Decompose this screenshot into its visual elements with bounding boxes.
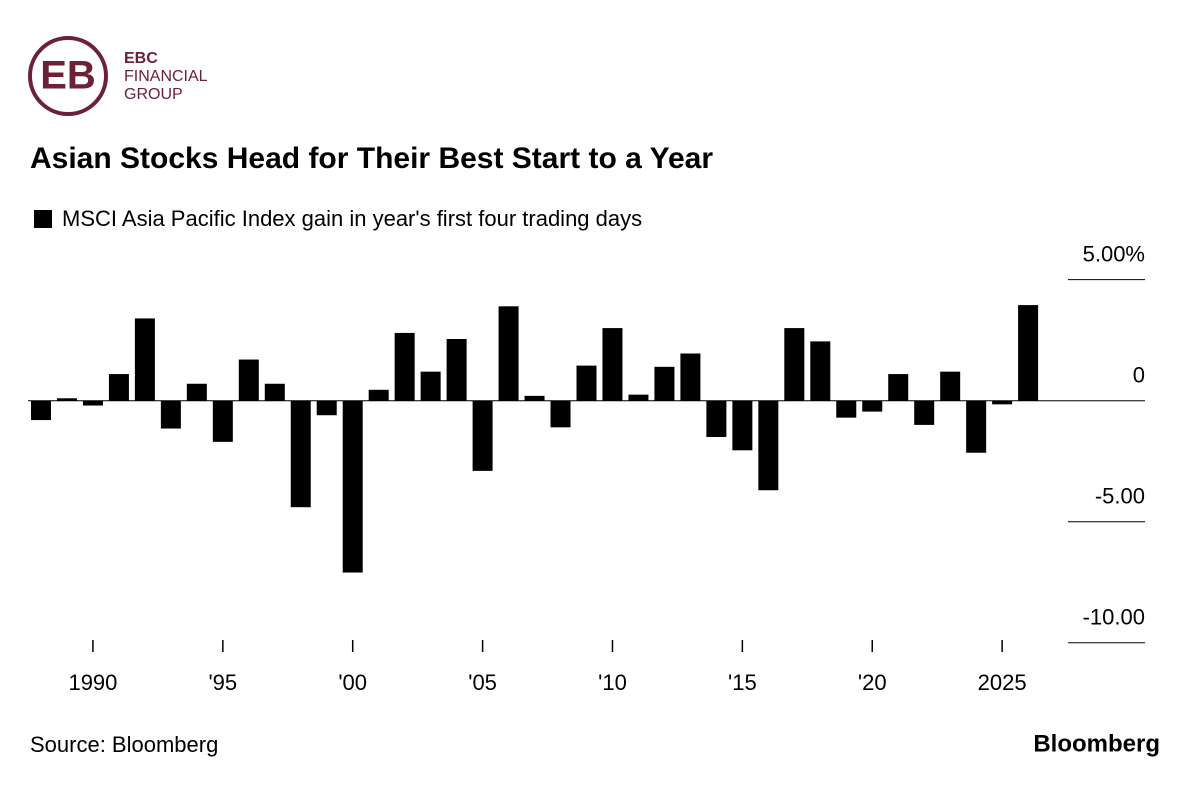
x-tick-label: '05 <box>468 670 497 695</box>
chart-title: Asian Stocks Head for Their Best Start t… <box>30 142 713 175</box>
bar <box>134 318 155 401</box>
y-tick-label: 5.00% <box>1083 241 1145 266</box>
x-tick-label: '95 <box>208 670 237 695</box>
bar <box>654 366 675 401</box>
bar <box>940 371 961 401</box>
source: Source: Bloomberg <box>30 732 218 757</box>
bar <box>368 389 389 401</box>
bar <box>550 400 571 428</box>
bar <box>966 400 987 453</box>
bar <box>602 328 623 401</box>
bar <box>992 400 1013 405</box>
x-tick-label: '15 <box>728 670 757 695</box>
bar <box>394 332 415 401</box>
bar <box>420 371 441 401</box>
bar <box>316 400 337 416</box>
x-tick-label: '10 <box>598 670 627 695</box>
bar <box>238 359 259 401</box>
bar <box>498 306 519 401</box>
y-tick-label: 0 <box>1133 363 1145 388</box>
bar <box>472 400 493 471</box>
bar <box>446 338 467 401</box>
legend-swatch <box>34 210 52 228</box>
bar <box>342 400 363 573</box>
logo-ring <box>28 36 108 116</box>
y-tick-label: -5.00 <box>1095 484 1145 509</box>
x-tick-label: '00 <box>338 670 367 695</box>
y-tick-label: -10.00 <box>1083 605 1145 630</box>
logo-text: FINANCIAL <box>124 68 208 85</box>
bar <box>186 383 207 401</box>
logo-mark: EB <box>40 54 96 98</box>
bar <box>290 400 311 508</box>
bar <box>862 400 883 412</box>
bar <box>810 341 831 401</box>
brand: Bloomberg <box>1033 730 1160 757</box>
bar <box>160 400 181 429</box>
bar <box>680 353 701 401</box>
bar <box>108 374 129 401</box>
bar <box>264 383 285 401</box>
x-tick-label: 2025 <box>978 670 1027 695</box>
bar <box>576 365 597 401</box>
bar <box>914 400 935 425</box>
legend-label: MSCI Asia Pacific Index gain in year's f… <box>62 206 642 231</box>
bar <box>628 394 649 401</box>
bar <box>836 400 857 418</box>
bar <box>784 328 805 401</box>
bar <box>30 400 51 421</box>
bar <box>82 400 103 406</box>
bar <box>212 400 233 442</box>
logo-text: EBC <box>124 50 158 67</box>
bar <box>524 395 545 401</box>
bar <box>56 398 77 401</box>
bar <box>732 400 753 451</box>
bar <box>758 400 779 491</box>
bar <box>1018 305 1039 401</box>
x-tick-label: '20 <box>858 670 887 695</box>
bar <box>706 400 727 438</box>
x-tick-label: 1990 <box>68 670 117 695</box>
logo-text: GROUP <box>124 86 183 103</box>
logo: EB EBC FINANCIAL GROUP <box>28 36 208 116</box>
bar <box>888 374 909 401</box>
